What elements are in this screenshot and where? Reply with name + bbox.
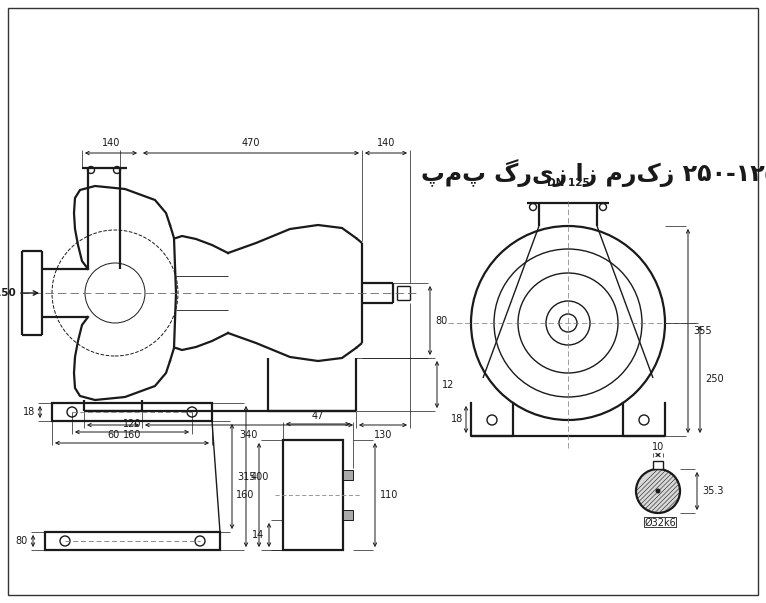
- Bar: [45, 532, 220, 550]
- Bar: [343, 470, 353, 480]
- Bar: [343, 510, 353, 520]
- Text: 18: 18: [450, 414, 463, 425]
- Bar: [644, 517, 676, 527]
- Text: 80: 80: [435, 315, 447, 326]
- Text: 470: 470: [242, 138, 260, 148]
- Text: 355: 355: [693, 326, 712, 336]
- Text: 80: 80: [16, 536, 28, 546]
- Bar: [653, 461, 663, 469]
- Bar: [52, 403, 212, 421]
- Circle shape: [656, 488, 660, 493]
- Text: 250: 250: [705, 374, 724, 385]
- Text: 120: 120: [123, 419, 141, 429]
- Text: 110: 110: [380, 490, 398, 500]
- Bar: [283, 440, 343, 550]
- Text: 18: 18: [23, 407, 35, 417]
- Text: 160: 160: [123, 430, 141, 440]
- Text: 130: 130: [374, 430, 392, 440]
- Polygon shape: [636, 469, 680, 513]
- Text: 10: 10: [652, 442, 664, 452]
- Text: 14: 14: [252, 530, 264, 540]
- Text: 35.3: 35.3: [702, 486, 724, 496]
- Text: 400: 400: [251, 472, 270, 482]
- Text: 315: 315: [237, 472, 256, 482]
- Text: 160: 160: [236, 490, 254, 500]
- Text: Ø32k6: Ø32k6: [644, 518, 676, 528]
- Text: 140: 140: [377, 138, 395, 148]
- Text: 12: 12: [442, 379, 454, 390]
- Text: 340: 340: [240, 430, 258, 440]
- Text: 140: 140: [102, 138, 120, 148]
- Text: 47: 47: [312, 411, 324, 421]
- Text: 60: 60: [107, 430, 119, 440]
- Text: DN 150: DN 150: [0, 288, 16, 298]
- Text: پمپ گریز از مرکز ۲۵۰-۱۲۵: پمپ گریز از مرکز ۲۵۰-۱۲۵: [421, 159, 766, 187]
- Text: DN 125: DN 125: [547, 178, 589, 188]
